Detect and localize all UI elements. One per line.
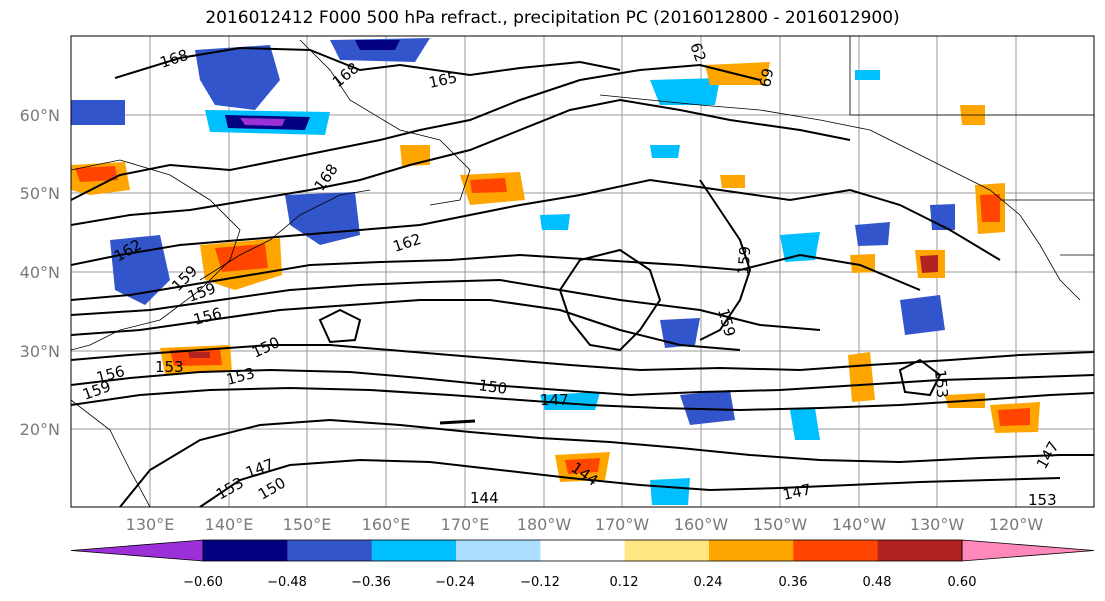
colorbar-segment xyxy=(540,540,626,561)
colorbar-segment xyxy=(203,540,288,561)
contour-label: 62 xyxy=(686,40,709,64)
lon-label: 160°W xyxy=(674,515,729,534)
precipitation-anomaly-fields xyxy=(71,38,1040,505)
contour-label: 153 xyxy=(931,369,951,399)
colorbar-tick-label: −0.24 xyxy=(435,575,475,590)
lon-label: 180°W xyxy=(517,515,572,534)
colorbar-segment xyxy=(456,540,541,561)
colorbar-tick-labels: −0.60 −0.48 −0.36 −0.24 −0.12 0.12 0.24 … xyxy=(183,575,976,590)
colorbar-tick-label: −0.60 xyxy=(183,575,223,590)
colorbar-tick-label: −0.12 xyxy=(520,575,560,590)
colorbar-segment xyxy=(371,540,457,561)
refractivity-contours xyxy=(71,46,1094,507)
lon-label: 150°W xyxy=(753,515,808,534)
contour-label: 165 xyxy=(427,68,459,92)
negative-anomaly-blobs xyxy=(71,38,955,505)
lon-label: 140°W xyxy=(832,515,887,534)
contour-label: 147 xyxy=(540,391,569,409)
colorbar-tick-label: 0.24 xyxy=(694,575,723,590)
lat-label: 30°N xyxy=(20,342,60,361)
colorbar-tick-label: 0.12 xyxy=(610,575,639,590)
contour-label: 153 xyxy=(1028,491,1057,509)
colorbar-segment xyxy=(877,540,963,561)
colorbar-tick-label: 0.48 xyxy=(863,575,892,590)
lon-label: 150°E xyxy=(283,515,332,534)
lon-label: 130°E xyxy=(126,515,175,534)
lon-label: 140°E xyxy=(205,515,254,534)
colorbar-tick-label: −0.48 xyxy=(267,575,307,590)
colorbar-tick-label: 0.36 xyxy=(779,575,808,590)
lon-label: 170°E xyxy=(441,515,490,534)
map-frame xyxy=(70,35,1095,508)
lon-label: 170°W xyxy=(595,515,650,534)
lat-label: 60°N xyxy=(20,106,60,125)
contour-label: 69 xyxy=(756,67,777,89)
longitude-labels: 130°E 140°E 150°E 160°E 170°E 180°W 170°… xyxy=(126,515,1044,534)
colorbar-segment xyxy=(287,540,373,561)
colorbar-border xyxy=(202,539,963,562)
contour-label: 159 xyxy=(734,245,754,275)
coastlines xyxy=(71,36,1094,507)
colorbar-extend-high xyxy=(961,539,1095,562)
colorbar-tick-label: −0.36 xyxy=(351,575,391,590)
contour-label: 150 xyxy=(477,376,508,398)
lon-label: 120°W xyxy=(989,515,1044,534)
contour-label: 147 xyxy=(781,480,813,504)
lon-label: 130°W xyxy=(910,515,965,534)
latitude-labels: 60°N 50°N 40°N 30°N 20°N xyxy=(20,106,60,439)
colorbar-segment xyxy=(793,540,879,561)
contour-label: 153 xyxy=(155,358,184,376)
contour-label: 144 xyxy=(470,489,499,507)
lat-label: 40°N xyxy=(20,263,60,282)
map-title: 2016012412 F000 500 hPa refract., precip… xyxy=(205,8,900,28)
colorbar-segment xyxy=(624,540,710,561)
colorbar-extend-low xyxy=(70,539,204,562)
lat-label: 20°N xyxy=(20,420,60,439)
lat-label: 50°N xyxy=(20,184,60,203)
colorbar xyxy=(70,539,1095,562)
colorbar-tick-label: 0.60 xyxy=(948,575,977,590)
lon-label: 160°E xyxy=(362,515,411,534)
colorbar-segment xyxy=(709,540,794,561)
